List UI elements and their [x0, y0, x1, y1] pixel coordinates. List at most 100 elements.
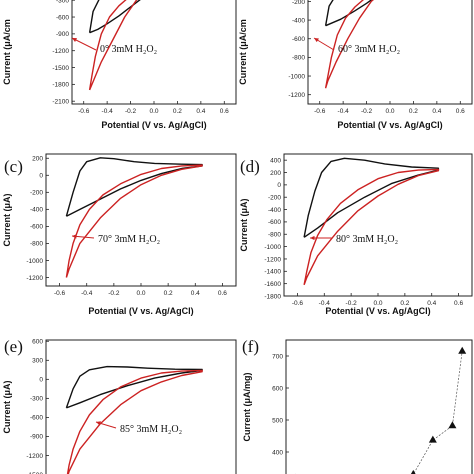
y-axis-label: Current (μA/cm [2, 19, 12, 85]
x-axis-label: Potential (V vs. Ag/AgCl) [101, 120, 206, 130]
condition-annotation: 85° 3mM H₂O₂ [120, 424, 182, 435]
x-tick-label: 0.4 [196, 108, 205, 115]
annotation-arrowhead [314, 38, 319, 43]
y-tick-label: -1500 [52, 65, 69, 72]
y-tick-label: 0 [277, 182, 281, 189]
y-axis-label: Current (μA/mg) [242, 372, 252, 441]
y-tick-label: -1800 [264, 293, 281, 300]
x-tick-label: 0.0 [149, 108, 158, 115]
panel-2: -1200-1000-800-600-400-2000-0.6-0.4-0.20… [238, 0, 473, 130]
y-tick-label: -600 [30, 415, 43, 422]
y-tick-label: -800 [268, 232, 281, 239]
cv-curve-red [65, 164, 203, 278]
series-line [413, 351, 463, 474]
y-tick-label: -600 [292, 36, 305, 43]
x-tick-label: -0.2 [125, 108, 137, 115]
y-tick-label: -1200 [288, 92, 305, 99]
x-tick-label: 0.4 [191, 290, 200, 297]
condition-annotation: 70° 3mM H₂O₂ [98, 234, 160, 245]
y-tick-label: -1500 [26, 472, 43, 474]
y-tick-label: -1200 [26, 275, 43, 282]
y-axis-label: Current (μA/cm [238, 19, 248, 85]
panel-4: -1800 -1600 -1400 -1200 -1000 -800 -600 -400 -20… [239, 153, 473, 316]
panel-label: (f) [242, 337, 259, 356]
condition-annotation: 60° 3mM H₂O₂ [338, 44, 400, 55]
y-tick-label: 200 [32, 156, 43, 163]
y-tick-label: -600 [56, 14, 69, 21]
x-tick-label: 0.6 [456, 108, 465, 115]
y-tick-label: -900 [56, 31, 69, 38]
cv-curve-red [303, 168, 440, 286]
x-tick-label: 0.4 [427, 300, 436, 307]
cv-curve-black [65, 157, 203, 217]
y-tick-label: -200 [292, 0, 305, 6]
condition-annotation: 80° 3mM H₂O₂ [336, 234, 398, 245]
y-tick-label: 0 [39, 377, 43, 384]
y-tick-label: -800 [30, 241, 43, 248]
x-tick-label: -0.6 [314, 108, 326, 115]
panel-3: -1200 -1000 -800 -600 -400 -200 0 200 -0.6 -0.4 -0… [2, 153, 237, 316]
x-tick-label: 0.6 [220, 108, 229, 115]
y-tick-label: 200 [270, 170, 281, 177]
y-tick-label: 600 [32, 339, 43, 346]
annotation-arrowhead [72, 38, 77, 42]
condition-annotation: 0° 3mM H₂O₂ [100, 44, 157, 55]
x-tick-label: -0.2 [361, 108, 373, 115]
cv-curve-black [88, 0, 141, 34]
y-tick-label: -600 [268, 219, 281, 226]
x-tick-label: 0.2 [409, 108, 418, 115]
cv-curve-red [324, 0, 374, 89]
cv-curve-red [88, 0, 138, 91]
plot-frame [285, 339, 473, 474]
y-tick-label: -1000 [288, 73, 305, 80]
y-tick-label: -1000 [264, 244, 281, 251]
y-tick-label: -400 [30, 207, 43, 214]
y-tick-label: 300 [32, 358, 43, 365]
panel-5: -1500 -1200 -900 -600 -300 0 300 600 Current (μA… [2, 337, 237, 474]
y-tick-label: -1600 [264, 281, 281, 288]
x-tick-label: 0.2 [164, 290, 173, 297]
x-tick-label: 0.0 [136, 290, 145, 297]
data-point-triangle [428, 435, 437, 443]
cv-curve-red [66, 369, 203, 474]
y-tick-label: -1200 [52, 48, 69, 55]
x-tick-label: 0.6 [218, 290, 227, 297]
x-tick-label: -0.6 [292, 300, 304, 307]
cv-curve-black [65, 365, 203, 409]
panel-label: (e) [4, 337, 23, 356]
panel-1: -2100-1800-1500-1200-900-600-3000-0.6-0.… [2, 0, 237, 130]
x-tick-label: -0.6 [78, 108, 90, 115]
y-tick-label: -1200 [26, 453, 43, 460]
y-tick-label: -800 [292, 55, 305, 62]
annotation-arrowhead [96, 421, 101, 426]
cv-curve-black [303, 157, 440, 238]
annotation-arrowhead [72, 234, 77, 239]
x-tick-label: 0.4 [432, 108, 441, 115]
y-tick-label: -400 [268, 207, 281, 214]
y-tick-label: -1800 [52, 82, 69, 89]
y-axis-label: Current (μA) [2, 193, 12, 246]
y-tick-label: 400 [272, 449, 283, 456]
x-tick-label: -0.4 [319, 300, 331, 307]
x-tick-label: -0.4 [81, 290, 93, 297]
plot-frame [45, 339, 237, 474]
y-tick-label: -200 [30, 190, 43, 197]
y-tick-label: -400 [292, 17, 305, 24]
x-tick-label: 0.0 [373, 300, 382, 307]
x-tick-label: 0.2 [173, 108, 182, 115]
annotation-arrowhead [310, 235, 315, 241]
cv-curve-black [324, 0, 373, 27]
y-tick-label: -1200 [264, 256, 281, 263]
x-tick-label: -0.4 [338, 108, 350, 115]
x-tick-label: -0.4 [102, 108, 114, 115]
y-tick-label: -200 [268, 195, 281, 202]
data-point-triangle [448, 421, 457, 429]
data-point-triangle [410, 469, 416, 474]
panel-label: (c) [4, 157, 23, 176]
y-tick-label: -1000 [26, 258, 43, 265]
panel-label: (d) [240, 157, 260, 176]
x-axis-label: Potential (V vs. Ag/AgCl) [88, 306, 193, 316]
y-tick-label: -300 [30, 396, 43, 403]
y-tick-label: -300 [56, 0, 69, 4]
